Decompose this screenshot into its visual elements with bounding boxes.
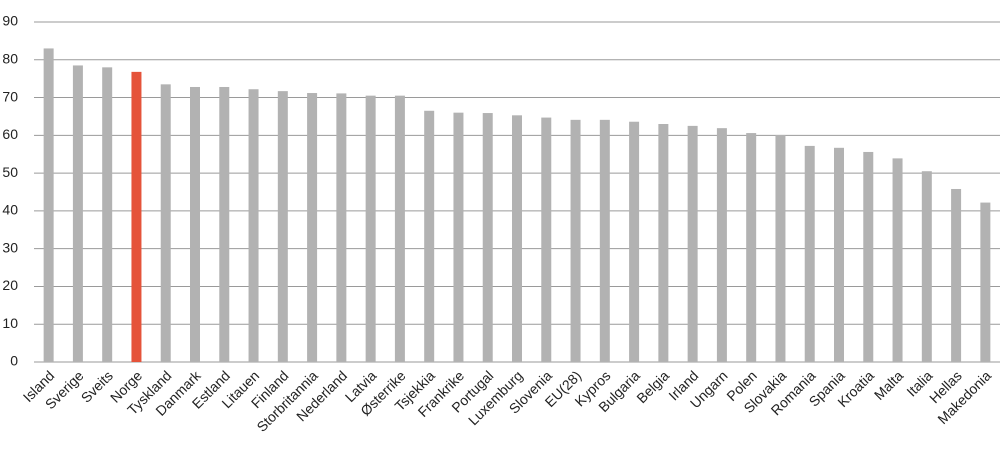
bar <box>541 117 552 362</box>
y-tick-label: 20 <box>2 277 18 293</box>
bar <box>43 48 54 362</box>
bar <box>307 93 318 363</box>
y-tick-label: 40 <box>2 202 18 218</box>
bar <box>365 95 376 363</box>
bar <box>277 91 288 362</box>
y-tick-label: 30 <box>2 239 18 255</box>
bar <box>629 121 640 362</box>
bar <box>160 84 171 362</box>
bar <box>980 202 991 362</box>
y-tick-label: 10 <box>2 315 18 331</box>
bar <box>219 86 230 362</box>
y-tick-label: 60 <box>2 126 18 142</box>
bar <box>658 124 669 362</box>
bar <box>248 89 259 362</box>
bar <box>716 128 727 362</box>
bar <box>804 145 815 362</box>
bar <box>482 113 493 363</box>
x-tick-label: Belgia <box>633 367 672 406</box>
bar <box>336 93 347 363</box>
bar <box>834 147 844 362</box>
x-tick-label: Malta <box>871 367 907 403</box>
x-tick-label: Sveits <box>78 367 116 405</box>
bar <box>687 125 698 362</box>
bar <box>453 112 464 363</box>
bar <box>746 133 757 362</box>
y-tick-label: 90 <box>2 13 18 29</box>
bar <box>102 67 113 362</box>
bar <box>863 151 874 362</box>
bar <box>599 119 610 362</box>
bar <box>394 95 405 363</box>
bar <box>775 134 786 362</box>
bar <box>921 171 932 362</box>
bar <box>131 71 142 362</box>
bar <box>892 158 903 362</box>
bar <box>190 86 200 362</box>
bar <box>951 188 962 362</box>
y-tick-label: 50 <box>2 164 18 180</box>
y-tick-label: 80 <box>2 50 18 66</box>
bar <box>72 65 83 362</box>
bar <box>424 110 435 363</box>
y-tick-label: 70 <box>2 88 18 104</box>
bar <box>570 119 581 362</box>
bar <box>512 115 522 362</box>
y-tick-label: 0 <box>10 353 18 369</box>
